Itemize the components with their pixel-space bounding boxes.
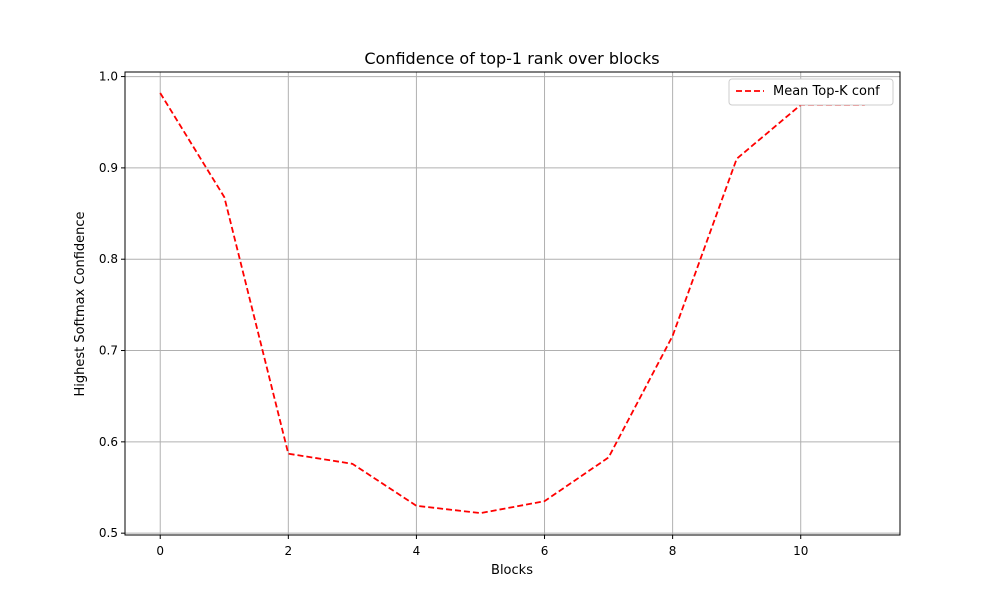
legend-label: Mean Top-K conf	[773, 84, 880, 99]
x-axis-label: Blocks	[491, 563, 533, 578]
y-tick-label: 0.7	[99, 344, 118, 358]
x-tick-label: 8	[669, 544, 677, 558]
x-tick-label: 10	[793, 544, 808, 558]
series-line	[159, 92, 865, 515]
y-tick-label: 0.5	[99, 526, 118, 540]
y-tick-label: 0.8	[99, 252, 118, 266]
legend: Mean Top-K conf	[728, 78, 894, 106]
plot-frame	[124, 71, 901, 536]
y-tick-label: 1.0	[99, 70, 118, 84]
x-tick-label: 0	[156, 544, 164, 558]
grid-lines	[125, 72, 900, 535]
x-tick-label: 2	[285, 544, 293, 558]
y-tick-label: 0.6	[99, 435, 118, 449]
legend-box	[728, 78, 894, 106]
axes: 0 2 4 6 8 10 0.5 0.6 0.7 0.8 0.9 1.0	[99, 70, 808, 558]
x-tick-label: 4	[413, 544, 421, 558]
plot-area	[159, 92, 865, 515]
y-tick-label: 0.9	[99, 161, 118, 175]
chart-title: Confidence of top-1 rank over blocks	[364, 49, 659, 68]
y-axis-label: Highest Softmax Confidence	[73, 211, 88, 396]
x-tick-label: 6	[541, 544, 549, 558]
